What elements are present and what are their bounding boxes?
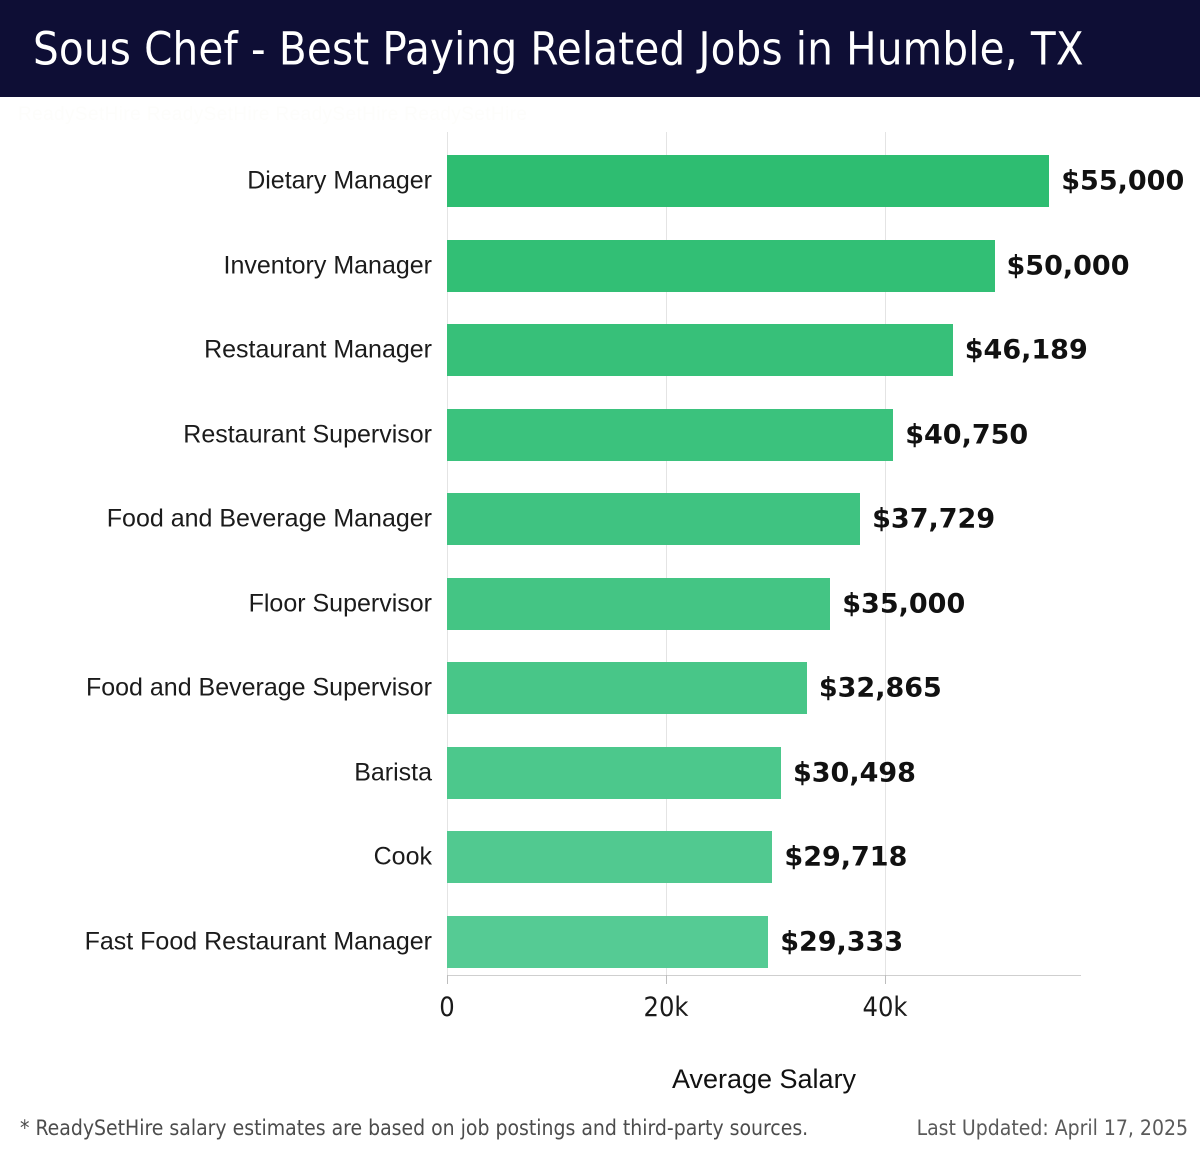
chart-plot-area: 0 20k 40k Dietary Manager $55,000 Inventory … (0, 97, 1200, 1097)
bar-row: Cook $29,718 (0, 831, 1200, 883)
bar (447, 577, 831, 630)
bar (447, 239, 995, 292)
bar (447, 408, 894, 461)
footer-disclaimer: * ReadySetHire salary estimates are base… (20, 1116, 809, 1140)
bar-value-label: $29,333 (780, 926, 904, 957)
bars-layer: Dietary Manager $55,000 Inventory Manager $… (0, 97, 1200, 1097)
title-bar: Sous Chef - Best Paying Related Jobs in … (0, 0, 1200, 97)
bar-category-label: Food and Beverage Supervisor (85, 673, 432, 702)
bar-value-label: $37,729 (872, 503, 996, 535)
bar (447, 493, 861, 545)
page-title: Sous Chef - Best Paying Related Jobs in … (33, 22, 1084, 75)
bar-category-label: Restaurant Supervisor (183, 420, 432, 448)
footer: * ReadySetHire salary estimates are base… (0, 1110, 1200, 1158)
bar-category-label: Cook (373, 842, 432, 871)
bar-value-label: $35,000 (842, 588, 966, 619)
bar (447, 662, 807, 714)
bar-value-label: $32,865 (818, 672, 942, 704)
bar-category-label: Dietary Manager (247, 166, 432, 195)
bar (447, 324, 953, 376)
bar (447, 915, 769, 968)
bar-row: Fast Food Restaurant Manager $29,333 (0, 915, 1200, 968)
bar-category-label: Food and Beverage Manager (106, 504, 432, 533)
bar-category-label: Inventory Manager (223, 251, 432, 279)
bar-value-label: $40,750 (905, 419, 1029, 450)
bar-category-label: Floor Supervisor (248, 589, 432, 617)
bar-value-label: $55,000 (1061, 165, 1185, 197)
x-axis-title: Average Salary (671, 1064, 857, 1094)
bar-category-label: Restaurant Manager (204, 335, 432, 364)
bar-row: Floor Supervisor $35,000 (0, 577, 1200, 630)
bar (447, 746, 781, 799)
footer-last-updated: Last Updated: April 17, 2025 (916, 1116, 1188, 1140)
bar-value-label: $46,189 (964, 334, 1088, 366)
bar (447, 831, 773, 883)
bar-category-label: Fast Food Restaurant Manager (84, 927, 432, 955)
bar (447, 155, 1050, 207)
bar-row: Food and Beverage Manager $37,729 (0, 493, 1200, 545)
bar-value-label: $30,498 (792, 757, 916, 788)
bar-row: Food and Beverage Supervisor $32,865 (0, 662, 1200, 714)
bar-row: Inventory Manager $50,000 (0, 239, 1200, 292)
bar-row: Restaurant Supervisor $40,750 (0, 408, 1200, 461)
bar-row: Dietary Manager $55,000 (0, 155, 1200, 207)
bar-row: Barista $30,498 (0, 746, 1200, 799)
bar-row: Restaurant Manager $46,189 (0, 324, 1200, 376)
bar-category-label: Barista (354, 758, 432, 786)
watermark-text: ReadySetHire ReadySetHire ReadySetHire R… (18, 104, 528, 125)
bar-value-label: $29,718 (784, 841, 908, 873)
bar-value-label: $50,000 (1006, 250, 1130, 281)
